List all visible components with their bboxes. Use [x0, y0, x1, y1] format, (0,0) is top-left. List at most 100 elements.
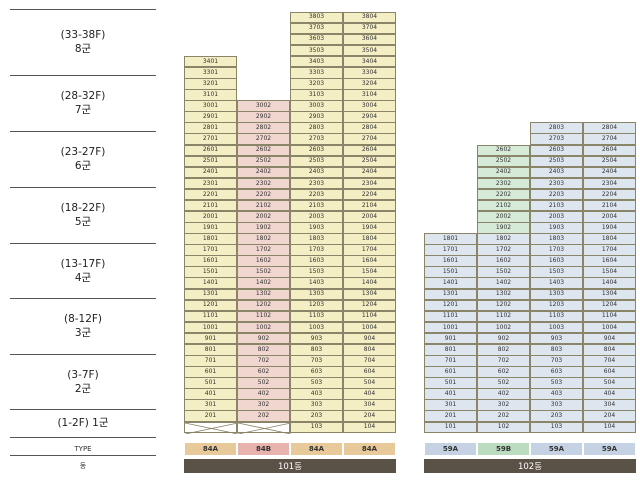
unit-cell: 1201	[184, 299, 237, 312]
unit-cell: 603	[530, 366, 583, 378]
unit-cell: 801	[184, 343, 237, 356]
group-divider	[10, 298, 156, 299]
unit-cell: 3103	[290, 89, 343, 101]
type-badge: 59B	[478, 443, 529, 455]
unit-cell: 201	[184, 410, 237, 422]
unit-cell: 1404	[343, 277, 396, 290]
group-name: 8군	[74, 43, 92, 55]
unit-cell: 104	[343, 421, 396, 434]
unit-cell: 1902	[477, 222, 530, 234]
unit-cell: 1602	[237, 255, 290, 267]
building-name-bar: 102동	[424, 459, 636, 473]
unit-cell: 2002	[237, 210, 290, 223]
unit-cell: 102	[477, 421, 530, 434]
unit-cell: 2302	[237, 177, 290, 190]
unit-cell: 1403	[290, 277, 343, 290]
unit-cell: 703	[530, 355, 583, 367]
unit-cell: 1801	[424, 233, 477, 245]
unit-cell: 2803	[290, 122, 343, 134]
unit-cell: 1501	[424, 266, 477, 278]
unit-cell: 2401	[184, 166, 237, 179]
unit-cell: 2204	[343, 188, 396, 201]
unit-cell: 1202	[477, 299, 530, 312]
unit-cell: 803	[530, 343, 583, 356]
group-name: 1군	[88, 417, 109, 429]
unit-cell: 103	[530, 421, 583, 434]
unit-cell: 2004	[343, 210, 396, 223]
unit-cell: 504	[583, 377, 636, 389]
unit-cell: 1504	[583, 266, 636, 278]
unit-cell: 2803	[530, 122, 583, 134]
unit-cell: 401	[424, 388, 477, 400]
unit-cell: 2502	[477, 155, 530, 168]
unit-cell: 1001	[424, 321, 477, 334]
unit-cell: 3404	[343, 55, 396, 68]
unit-cell: 2003	[290, 210, 343, 223]
unit-cell: 2203	[290, 188, 343, 201]
unit-cell: 401	[184, 388, 237, 400]
unit-cell: 1204	[343, 299, 396, 312]
unit-cell: 1703	[530, 244, 583, 256]
group-name: 7군	[74, 104, 92, 116]
unit-cell: 1601	[184, 255, 237, 267]
unit-cell: 503	[530, 377, 583, 389]
unit-cell: 1901	[184, 222, 237, 234]
unit-cell: 2504	[583, 155, 636, 168]
unit-cell: 2002	[477, 210, 530, 223]
unit-cell: 1301	[424, 288, 477, 301]
unit-cell: 2103	[290, 199, 343, 212]
unit-cell: 1803	[290, 233, 343, 245]
unit-cell: 3301	[184, 66, 237, 79]
group-range: (23-27F)	[60, 146, 106, 158]
unit-cell: 2001	[184, 210, 237, 223]
unit-cell: 601	[184, 366, 237, 378]
unit-cell: 1904	[583, 222, 636, 234]
unit-cell: 1102	[237, 310, 290, 323]
unit-cell: 202	[237, 410, 290, 422]
unit-cell: 204	[583, 410, 636, 422]
unit-cell: 804	[583, 343, 636, 356]
unit-cell: 1401	[184, 277, 237, 290]
unit-cell: 903	[290, 332, 343, 345]
unit-cell: 303	[530, 399, 583, 411]
unit-cell: 1903	[290, 222, 343, 234]
unit-cell: 1704	[583, 244, 636, 256]
unit-cell: 2203	[530, 188, 583, 201]
cross-icon	[185, 422, 238, 434]
unit-cell: 3203	[290, 78, 343, 90]
unit-cell: 3504	[343, 44, 396, 57]
unit-cell: 604	[583, 366, 636, 378]
unit-cell: 2502	[237, 155, 290, 168]
unit-cell: 501	[424, 377, 477, 389]
unit-cell: 3603	[290, 33, 343, 46]
unit-cell: 601	[424, 366, 477, 378]
unit-cell: 1402	[237, 277, 290, 290]
unit-cell: 1204	[583, 299, 636, 312]
unit-cell: 502	[237, 377, 290, 389]
group-label: (13-17F) 4군	[0, 257, 166, 285]
group-label: (33-38F) 8군	[0, 28, 166, 56]
unit-cell: 101	[424, 421, 477, 434]
type-badge: 84A	[291, 443, 342, 455]
group-label: (1-2F) 1군	[0, 416, 166, 430]
unit-cell: 503	[290, 377, 343, 389]
unit-cell: 2703	[290, 133, 343, 145]
unit-cell: 2704	[343, 133, 396, 145]
unit-cell: 2101	[184, 199, 237, 212]
unit-cell: 1704	[343, 244, 396, 256]
unit-cell: 202	[477, 410, 530, 422]
unit-cell: 1603	[290, 255, 343, 267]
unit-cell: 1804	[343, 233, 396, 245]
unit-cell: 2303	[530, 177, 583, 190]
unit-cell: 904	[343, 332, 396, 345]
unit-cell: 804	[343, 343, 396, 356]
group-label: (28-32F) 7군	[0, 89, 166, 117]
unit-cell: 802	[237, 343, 290, 356]
unit-cell: 2604	[343, 144, 396, 157]
unit-cell: 2104	[583, 199, 636, 212]
unit-cell: 2601	[184, 144, 237, 157]
unit-cell: 301	[184, 399, 237, 411]
unit-cell: 1301	[184, 288, 237, 301]
unit-cell: 204	[343, 410, 396, 422]
unit-cell: 1304	[343, 288, 396, 301]
